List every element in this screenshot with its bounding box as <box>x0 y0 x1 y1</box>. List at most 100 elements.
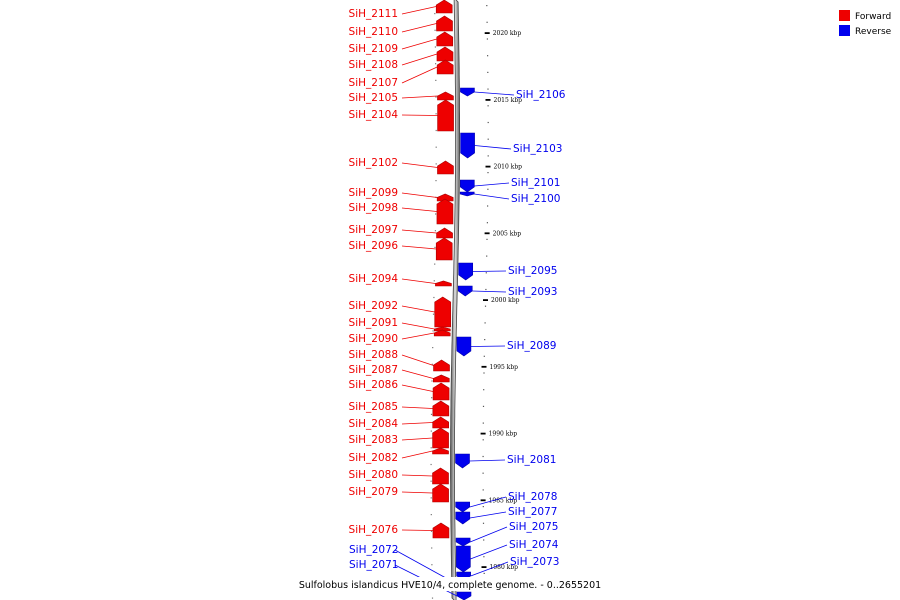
scale-dot <box>484 322 486 324</box>
scale-dot <box>482 422 484 424</box>
reverse-gene[interactable] <box>456 591 472 600</box>
reverse-gene[interactable] <box>460 179 475 193</box>
forward-gene-label[interactable]: SiH_2085 <box>349 401 398 413</box>
reverse-gene-label[interactable]: SiH_2093 <box>508 286 557 298</box>
scale-dot <box>487 172 489 174</box>
reverse-gene-label[interactable]: SiH_2103 <box>513 143 562 155</box>
forward-gene[interactable] <box>436 15 453 32</box>
reverse-leader-line <box>474 145 512 150</box>
forward-gene-label[interactable]: SiH_2098 <box>349 202 398 214</box>
reverse-gene-label[interactable]: SiH_2075 <box>509 521 558 533</box>
forward-leader-line <box>401 23 437 33</box>
forward-gene-label[interactable]: SiH_2109 <box>349 43 398 55</box>
forward-gene[interactable] <box>436 198 454 225</box>
scale-dot <box>482 472 484 474</box>
forward-gene[interactable] <box>435 237 453 261</box>
forward-gene[interactable] <box>432 447 449 455</box>
forward-leader-line <box>401 229 437 234</box>
forward-gene-label[interactable]: SiH_2091 <box>349 317 398 329</box>
forward-gene-label[interactable]: SiH_2107 <box>349 77 398 89</box>
forward-gene-label[interactable]: SiH_2086 <box>349 379 399 391</box>
reverse-gene-label[interactable]: SiH_2074 <box>509 539 559 551</box>
forward-gene[interactable] <box>434 326 451 332</box>
forward-gene-label[interactable]: SiH_2105 <box>349 92 398 104</box>
reverse-gene[interactable] <box>460 87 475 97</box>
forward-gene[interactable] <box>432 400 450 417</box>
reverse-gene[interactable] <box>456 545 471 573</box>
reverse-gene-label[interactable]: SiH_2100 <box>511 193 560 205</box>
forward-gene[interactable] <box>433 359 450 372</box>
scale-dot <box>435 79 437 81</box>
forward-gene[interactable] <box>432 427 449 449</box>
reverse-gene-label[interactable]: SiH_2078 <box>508 491 557 503</box>
forward-gene-label[interactable]: SiH_2099 <box>349 187 398 199</box>
forward-gene-label[interactable]: SiH_2094 <box>349 273 399 285</box>
scale-tick <box>485 99 491 101</box>
scale-tick-label: 2000 kbp <box>491 297 520 304</box>
forward-gene[interactable] <box>437 160 454 175</box>
forward-gene-label[interactable]: SiH_2080 <box>349 469 398 481</box>
forward-gene[interactable] <box>437 91 454 101</box>
reverse-gene-label[interactable]: SiH_2077 <box>508 506 557 518</box>
forward-gene[interactable] <box>432 382 450 401</box>
reverse-gene-label[interactable]: SiH_2071 <box>349 559 398 571</box>
forward-gene-label[interactable]: SiH_2097 <box>349 224 398 236</box>
forward-gene[interactable] <box>432 467 449 485</box>
reverse-gene-label[interactable]: SiH_2089 <box>507 340 556 352</box>
forward-gene-label[interactable]: SiH_2092 <box>349 300 398 312</box>
reverse-gene[interactable] <box>459 191 475 197</box>
forward-gene-label[interactable]: SiH_2088 <box>349 349 398 361</box>
reverse-gene[interactable] <box>457 285 473 297</box>
forward-gene[interactable] <box>432 483 449 503</box>
forward-gene-label[interactable]: SiH_2102 <box>349 157 398 169</box>
forward-gene-label[interactable]: SiH_2079 <box>349 486 398 498</box>
forward-gene-label[interactable]: SiH_2104 <box>349 109 399 121</box>
reverse-gene-label[interactable]: SiH_2101 <box>511 177 560 189</box>
forward-leader-line <box>401 305 435 313</box>
reverse-gene[interactable] <box>455 453 470 469</box>
forward-gene-label[interactable]: SiH_2087 <box>349 364 398 376</box>
forward-gene-label[interactable]: SiH_2083 <box>349 434 398 446</box>
forward-gene[interactable] <box>436 227 453 239</box>
forward-gene[interactable] <box>436 31 454 47</box>
forward-gene[interactable] <box>432 416 449 429</box>
reverse-gene-label[interactable]: SiH_2073 <box>510 556 559 568</box>
forward-gene-label[interactable]: SiH_2108 <box>349 59 398 71</box>
forward-gene-label[interactable]: SiH_2111 <box>349 8 398 20</box>
forward-gene[interactable] <box>432 374 450 383</box>
reverse-gene[interactable] <box>455 511 471 525</box>
forward-gene[interactable] <box>434 296 452 328</box>
forward-gene[interactable] <box>436 193 454 202</box>
scale-dot <box>487 205 489 207</box>
forward-gene[interactable] <box>432 522 450 539</box>
forward-gene-label[interactable]: SiH_2110 <box>349 26 398 38</box>
reverse-gene[interactable] <box>460 132 475 159</box>
forward-leader-line <box>401 53 438 66</box>
forward-gene[interactable] <box>436 46 454 62</box>
reverse-gene-label[interactable]: SiH_2106 <box>516 89 566 101</box>
reverse-gene[interactable] <box>456 336 472 357</box>
scale-tick-label: 2005 kbp <box>493 230 522 237</box>
reverse-gene-label[interactable]: SiH_2072 <box>349 544 398 556</box>
forward-gene-label[interactable]: SiH_2096 <box>349 240 399 252</box>
forward-gene-label[interactable]: SiH_2082 <box>349 452 398 464</box>
scale-dot <box>432 313 435 315</box>
scale-tick-label: 1980 kbp <box>490 564 519 571</box>
reverse-gene[interactable] <box>455 537 471 547</box>
forward-gene[interactable] <box>437 99 454 132</box>
backbone-strand <box>450 0 460 600</box>
forward-gene[interactable] <box>436 59 454 75</box>
forward-gene[interactable] <box>435 280 452 287</box>
forward-gene[interactable] <box>435 0 453 14</box>
reverse-gene[interactable] <box>455 501 471 513</box>
reverse-gene-label[interactable]: SiH_2095 <box>508 265 557 277</box>
forward-gene-label[interactable]: SiH_2076 <box>349 524 399 536</box>
scale-tick-label: 2015 kbp <box>494 97 523 104</box>
legend: Forward Reverse <box>839 10 892 37</box>
scale-dot <box>434 13 436 15</box>
forward-gene[interactable] <box>433 329 451 337</box>
reverse-gene[interactable] <box>458 262 474 281</box>
forward-gene-label[interactable]: SiH_2084 <box>349 418 399 430</box>
reverse-gene-label[interactable]: SiH_2081 <box>507 454 556 466</box>
forward-gene-label[interactable]: SiH_2090 <box>349 333 398 345</box>
